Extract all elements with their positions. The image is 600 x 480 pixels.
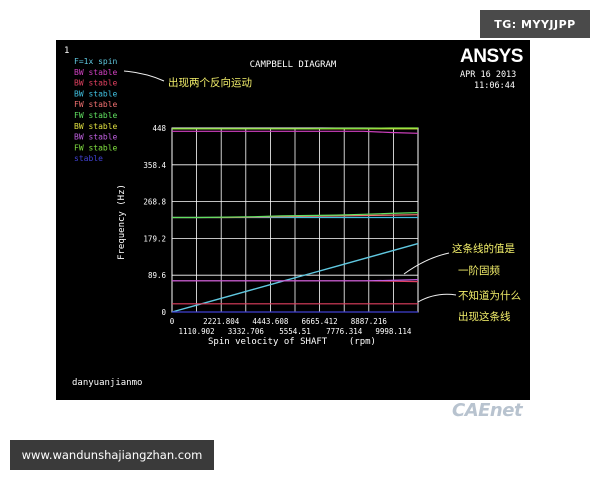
date-label: APR 16 2013 [460, 70, 516, 80]
y-tick-label: 89.6 [148, 271, 167, 280]
campbell-chart: 1 CAMPBELL DIAGRAM ANSYS APR 16 2013 11:… [64, 46, 523, 388]
x-tick-label: 1110.902 [179, 327, 215, 336]
x-tick-labels: 0 2221.804 4443.608 6665.412 8887.216 1110.90… [170, 317, 412, 336]
legend-entry: FW stable [74, 111, 118, 120]
annotation-arrow-reverse [123, 70, 165, 82]
legend-entry: FW stable [74, 143, 118, 152]
legend-entry: BW stable [74, 68, 118, 77]
y-tick-label: 448 [152, 124, 166, 133]
annotations: 出现两个反向运动 这条线的值是 一阶固频 不知道为什么 出现这条线 [123, 70, 521, 323]
legend-entry: stable [74, 154, 103, 163]
x-tick-label: 4443.608 [252, 317, 289, 326]
annotation-reverse-motion: 出现两个反向运动 [168, 76, 252, 89]
series-line-5 [172, 212, 419, 219]
caenet-logo: CAEnet [452, 400, 523, 421]
site-watermark: www.wandunshajiangzhan.com [10, 440, 214, 470]
time-label: 11:06:44 [474, 81, 515, 91]
series-line-1 [172, 130, 419, 134]
x-tick-label: 6665.412 [302, 317, 338, 326]
annotation-arrow-line-value [403, 252, 450, 275]
x-tick-label: 5554.51 [279, 327, 311, 336]
legend-entry: BW stable [74, 122, 118, 131]
grid [171, 127, 419, 313]
annotation-arrow-unknown [417, 293, 457, 303]
x-tick-label: 8887.216 [351, 317, 388, 326]
legend-entry: BW stable [74, 133, 118, 142]
x-tick-label: 2221.804 [203, 317, 240, 326]
x-tick-label: 7776.314 [326, 327, 363, 336]
series-lines [171, 127, 419, 313]
legend-entry: BW stable [74, 89, 118, 98]
y-tick-labels: 0 89.6 179.2 268.8 358.4 448 [143, 124, 166, 317]
series-line-8 [172, 127, 418, 130]
y-tick-label: 179.2 [143, 234, 166, 243]
y-tick-label: 0 [161, 308, 166, 317]
x-axis-label: Spin velocity of SHAFT (rpm) [208, 337, 376, 347]
x-tick-label: 9998.114 [375, 327, 412, 336]
y-tick-label: 268.8 [143, 198, 166, 207]
chart-title: CAMPBELL DIAGRAM [250, 60, 337, 70]
legend-entry: FW stable [74, 100, 118, 109]
ansys-graphics-window: 1 CAMPBELL DIAGRAM ANSYS APR 16 2013 11:… [56, 40, 530, 400]
legend-entry: BW stable [74, 79, 118, 88]
x-tick-label: 3332.706 [228, 327, 265, 336]
legend-entry: F=1x spin [74, 57, 118, 66]
y-axis-label: Frequency (Hz) [117, 184, 127, 260]
x-tick-label: 0 [170, 317, 175, 326]
window-number: 1 [64, 46, 69, 56]
series-line-0 [171, 242, 419, 313]
user-label: danyuanjianmo [72, 378, 142, 388]
y-tick-label: 358.4 [143, 161, 166, 170]
telegram-watermark: TG: MYYJJPP [480, 10, 590, 38]
annotation-first-natural-frequency: 一阶固频 [458, 264, 500, 277]
annotation-unknown-reason: 不知道为什么 [458, 289, 521, 302]
series-line-7 [172, 279, 419, 282]
ansys-logo: ANSYS [460, 46, 523, 67]
annotation-this-line-appears: 出现这条线 [458, 310, 511, 323]
annotation-line-value: 这条线的值是 [452, 242, 515, 255]
